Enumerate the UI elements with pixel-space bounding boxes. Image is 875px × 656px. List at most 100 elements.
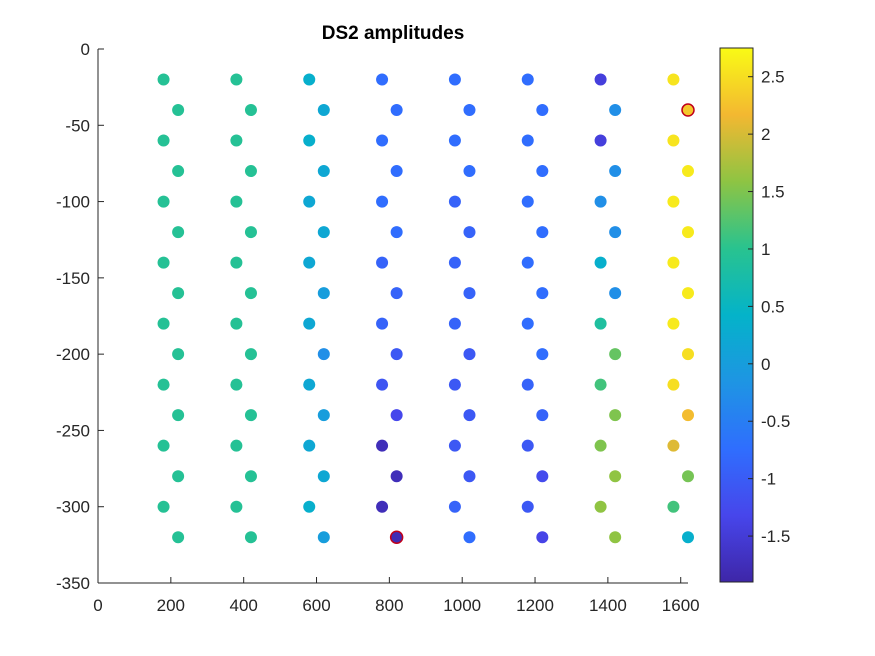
data-point <box>667 195 680 208</box>
data-point <box>667 134 680 147</box>
data-point <box>667 500 680 513</box>
data-points <box>157 73 695 544</box>
data-point <box>317 104 330 117</box>
data-point <box>521 256 534 269</box>
data-point <box>682 470 694 483</box>
data-point <box>390 287 403 300</box>
data-point <box>463 165 476 178</box>
data-point <box>463 531 476 544</box>
data-point <box>682 348 694 361</box>
data-point <box>667 439 680 452</box>
x-tick-label: 600 <box>302 596 330 615</box>
axes <box>97 49 688 584</box>
data-point <box>376 439 389 452</box>
data-point <box>230 256 243 269</box>
data-point <box>609 165 622 178</box>
data-point <box>463 348 476 361</box>
y-tick-label: -350 <box>56 574 90 593</box>
data-point <box>448 439 461 452</box>
data-point <box>376 378 389 391</box>
y-tick-label: -50 <box>65 116 90 135</box>
data-point <box>303 317 316 330</box>
colorbar-ticks: 2.5 2 1.5 1 0.5 0 -0.5 -1 -1.5 <box>748 68 790 546</box>
data-point <box>667 256 680 269</box>
data-point <box>157 195 170 208</box>
data-point <box>594 439 607 452</box>
data-point <box>303 378 316 391</box>
data-point <box>448 500 461 513</box>
data-point <box>390 226 403 239</box>
y-tick-label: 0 <box>81 40 90 59</box>
data-point <box>448 195 461 208</box>
data-point <box>157 439 170 452</box>
data-point <box>667 378 680 391</box>
data-point <box>317 226 330 239</box>
data-point <box>157 378 170 391</box>
colorbar-tick-label: -1 <box>761 470 776 489</box>
data-point <box>157 317 170 330</box>
data-point <box>448 256 461 269</box>
x-tick-label: 0 <box>93 596 102 615</box>
data-point <box>609 226 622 239</box>
data-point <box>463 226 476 239</box>
x-tick-label: 200 <box>157 596 185 615</box>
data-point <box>244 226 257 239</box>
data-point <box>244 287 257 300</box>
data-point <box>682 226 694 239</box>
data-point <box>594 134 607 147</box>
colorbar-tick-label: 2 <box>761 125 770 144</box>
data-point <box>609 287 622 300</box>
data-point <box>609 470 622 483</box>
y-tick-label: -250 <box>56 421 90 440</box>
data-point <box>521 317 534 330</box>
highlighted-data-point <box>681 103 695 117</box>
data-point <box>244 470 257 483</box>
data-point <box>303 256 316 269</box>
data-point <box>376 317 389 330</box>
data-point <box>667 73 680 86</box>
data-point <box>536 470 549 483</box>
data-point <box>244 165 257 178</box>
data-point <box>172 470 185 483</box>
data-point <box>230 134 243 147</box>
data-point <box>521 73 534 86</box>
data-point <box>376 256 389 269</box>
highlighted-data-point <box>389 530 404 544</box>
data-point <box>609 348 622 361</box>
data-point <box>303 500 316 513</box>
data-point <box>609 531 622 544</box>
data-point <box>317 470 330 483</box>
colorbar-tick-label: 2.5 <box>761 68 785 87</box>
y-tick-label: -100 <box>56 193 90 212</box>
data-point <box>230 378 243 391</box>
data-point <box>609 104 622 117</box>
data-point <box>157 73 170 86</box>
data-point <box>521 378 534 391</box>
data-point <box>172 226 185 239</box>
data-point <box>376 73 389 86</box>
data-point <box>244 348 257 361</box>
data-point <box>390 104 403 117</box>
x-tick-label: 1600 <box>662 596 700 615</box>
y-tick-label: -300 <box>56 498 90 517</box>
data-point <box>390 348 403 361</box>
data-point <box>521 195 534 208</box>
data-point <box>594 256 607 269</box>
data-point <box>682 165 694 178</box>
data-point <box>521 134 534 147</box>
chart-title: DS2 amplitudes <box>322 23 465 44</box>
data-point <box>463 287 476 300</box>
data-point <box>317 409 330 422</box>
data-point <box>682 287 694 300</box>
data-point <box>244 409 257 422</box>
colorbar-tick-label: 0 <box>761 355 770 374</box>
data-point <box>448 317 461 330</box>
data-point <box>230 195 243 208</box>
x-tick-label: 400 <box>229 596 257 615</box>
colorbar-tick-label: -1.5 <box>761 527 790 546</box>
data-point <box>594 378 607 391</box>
data-point <box>376 134 389 147</box>
data-point <box>463 104 476 117</box>
data-point <box>244 104 257 117</box>
